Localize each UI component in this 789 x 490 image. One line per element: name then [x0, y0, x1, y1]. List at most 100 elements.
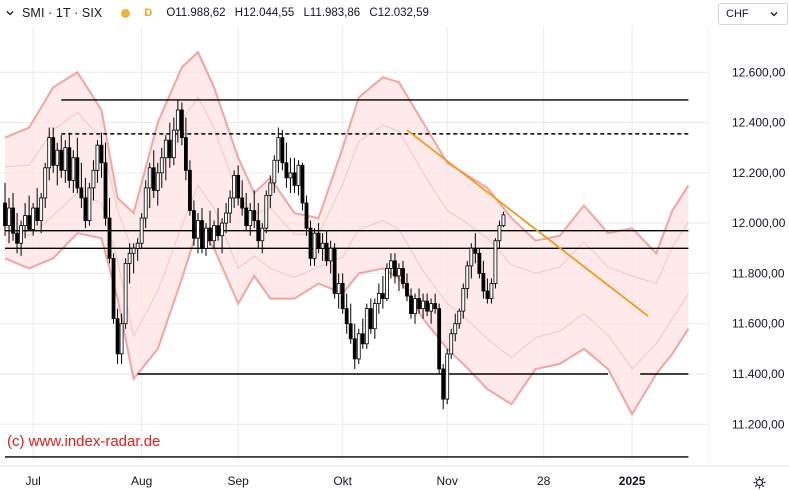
symbol-label[interactable]: SMI · 1T · SIX: [22, 6, 103, 20]
candle-body: [31, 207, 36, 230]
candle-body: [236, 174, 241, 199]
candle-body: [220, 222, 224, 237]
candle-body: [216, 225, 220, 237]
candle-body: [364, 308, 369, 345]
candle-body: [23, 215, 28, 227]
candle-body: [188, 169, 192, 211]
candle-body: [372, 303, 377, 330]
candle-body: [360, 333, 365, 345]
ohlc-values: O11.988,62 H12.044,55 L11.983,86 C12.032…: [166, 7, 435, 19]
candle-body: [433, 303, 438, 310]
candle-body: [151, 167, 156, 191]
candle-body: [304, 202, 309, 229]
envelope-bands: [4, 50, 690, 417]
candle-body: [457, 310, 462, 325]
ohlc-open-key: O: [166, 7, 176, 19]
band-fill: [5, 52, 689, 415]
candle-body: [63, 147, 68, 171]
candle-body: [481, 273, 486, 292]
candle-body: [171, 129, 176, 159]
candle-body: [461, 288, 466, 312]
candle-body: [449, 333, 454, 355]
candle-body: [232, 174, 237, 199]
candle-body: [95, 144, 100, 171]
candle-body: [139, 217, 144, 244]
y-tick-label: 11.200,00: [732, 417, 785, 431]
ohlc-open-value: 11.988,62: [175, 7, 226, 19]
candle-body: [300, 164, 305, 204]
x-tick-label: Nov: [437, 474, 458, 488]
candle-body: [75, 157, 80, 189]
candle-body: [320, 242, 325, 249]
candle-body: [292, 172, 297, 186]
chevron-down-icon: [770, 12, 778, 17]
candle-body: [167, 139, 172, 159]
candle-body: [224, 212, 229, 224]
ohlc-low-value: 11.983,86: [309, 7, 361, 19]
candle-body: [256, 220, 261, 242]
candle-body: [67, 147, 72, 181]
candle-body: [280, 137, 285, 164]
candle-body: [417, 298, 421, 310]
candle-body: [252, 210, 257, 222]
candle-body: [59, 149, 64, 171]
candle-body: [264, 195, 269, 229]
candle-body: [212, 225, 216, 242]
candle-body: [477, 252, 482, 274]
ohlc-high-key: H: [234, 7, 244, 19]
support-resistance-lines: [5, 99, 689, 458]
candles: [3, 99, 506, 410]
candle-body: [11, 207, 15, 234]
candle-body: [384, 267, 389, 299]
currency-select[interactable]: CHF: [718, 3, 788, 25]
trendline: [406, 129, 649, 317]
y-tick-label: 12.200,00: [732, 166, 786, 180]
candle-body: [155, 172, 160, 191]
band-inner-lower: [4, 184, 689, 370]
candle-body: [405, 283, 409, 297]
candle-body: [111, 257, 116, 320]
chart-header: SMI · 1T · SIX D O11.988,62 H12.044,55 L…: [0, 0, 435, 26]
candle-body: [127, 252, 132, 264]
candle-body: [268, 182, 273, 196]
x-tick-label: Okt: [333, 474, 352, 488]
candle-body: [328, 247, 333, 262]
candle-body: [228, 197, 233, 214]
market-status-dot: [121, 8, 131, 18]
candle-body: [497, 225, 502, 242]
y-tick-label: 12.400,00: [732, 116, 786, 130]
candle-body: [324, 242, 329, 262]
candle-body: [288, 172, 293, 179]
candle-body: [493, 240, 498, 284]
candle-body: [99, 144, 104, 164]
candle-body: [204, 227, 208, 249]
candle-body: [159, 157, 164, 174]
candle-body: [344, 308, 349, 325]
candle-body: [489, 283, 494, 299]
candle-body: [244, 207, 249, 227]
data-delay-badge: D: [144, 7, 153, 19]
candle-body: [348, 323, 353, 340]
candle-body: [413, 298, 417, 315]
candle-body: [296, 164, 301, 186]
candle-body: [3, 202, 7, 227]
y-tick-label: 11.800,00: [732, 266, 785, 280]
candle-body: [51, 137, 56, 166]
candle-body: [119, 323, 124, 355]
ohlc-high-value: 12.044,55: [243, 7, 295, 19]
price-axis: 12.600,00 12.400,00 12.200,00 12.000,00 11.8…: [708, 27, 786, 462]
candle-body: [425, 300, 430, 312]
candle-body: [272, 159, 277, 184]
settings-gear-icon[interactable]: [752, 475, 767, 490]
candle-body: [240, 197, 245, 209]
candle-body: [103, 162, 108, 219]
candle-body: [393, 260, 397, 277]
y-tick-label: 11.400,00: [732, 367, 785, 381]
candle-body: [179, 109, 184, 139]
candle-body: [465, 265, 470, 289]
currency-label: CHF: [726, 8, 749, 20]
collapse-chevron-icon[interactable]: [0, 3, 20, 23]
candle-body: [316, 232, 321, 249]
candle-body: [308, 227, 313, 259]
